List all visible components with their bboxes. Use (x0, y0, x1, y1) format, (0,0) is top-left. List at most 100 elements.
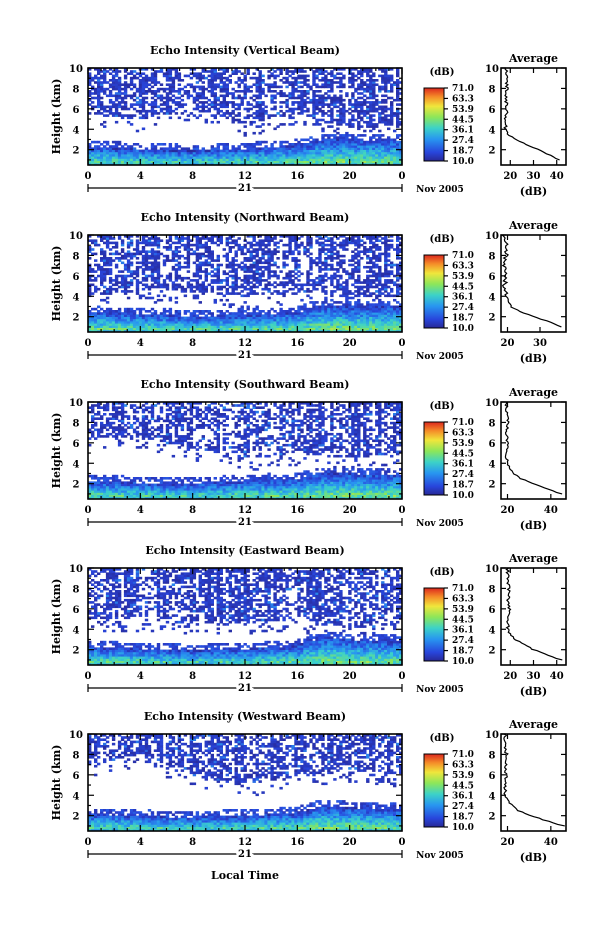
y-axis-label: Height (km) (50, 79, 63, 155)
x-axis-label: Local Time (211, 869, 279, 882)
avg-y-tick-label: 8 (489, 418, 496, 429)
panel-title: Echo Intensity (Southward Beam) (141, 378, 350, 391)
colorbar-title: (dB) (430, 234, 455, 245)
average-profile-line (501, 234, 562, 328)
average-profile-line (503, 733, 565, 827)
colorbar-tick-label: 63.3 (452, 261, 474, 271)
avg-y-tick-label: 4 (489, 292, 496, 303)
x-tick-label: 12 (238, 505, 252, 516)
echo-panel-1: Echo Intensity (Vertical Beam) 2 4 6 8 10 0 4 8 1… (50, 44, 567, 198)
avg-y-tick-label: 10 (485, 564, 499, 575)
average-frame (500, 67, 567, 166)
x-tick-label: 20 (343, 338, 357, 349)
average-profile-line (505, 567, 563, 661)
colorbar-tick-label: 27.4 (452, 470, 474, 480)
colorbar (423, 753, 445, 828)
average-frame (500, 567, 567, 666)
average-frame (500, 234, 567, 333)
avg-y-tick-label: 2 (489, 812, 496, 823)
avg-y-tick-label: 10 (485, 730, 499, 741)
y-tick-label: 2 (73, 812, 80, 823)
y-tick-label: 6 (73, 605, 80, 616)
y-axis-label: Height (km) (50, 246, 63, 322)
avg-x-tick-label: 30 (533, 338, 547, 349)
x-tick-label: 4 (137, 671, 144, 682)
average-frame (500, 401, 567, 500)
x-tick-label: 16 (290, 837, 304, 848)
average-x-label: (dB) (520, 519, 547, 532)
x-tick-label: 8 (189, 671, 196, 682)
x-tick-label: 4 (137, 171, 144, 182)
y-tick-label: 6 (73, 439, 80, 450)
colorbar-title: (dB) (430, 401, 455, 412)
colorbar-tick-label: 36.1 (452, 460, 474, 470)
y-tick-label: 8 (73, 84, 80, 95)
colorbar-tick-label: 18.7 (452, 813, 474, 823)
avg-x-tick-label: 30 (527, 671, 541, 682)
avg-y-tick-label: 2 (489, 146, 496, 157)
colorbar-tick-label: 71.0 (452, 251, 474, 261)
y-tick-label: 8 (73, 750, 80, 761)
x-tick-label: 0 (85, 671, 92, 682)
colorbar-tick-label: 10.0 (452, 324, 474, 334)
avg-y-tick-label: 2 (489, 313, 496, 324)
avg-y-tick-label: 10 (485, 64, 499, 75)
colorbar-tick-label: 27.4 (452, 636, 474, 646)
echo-heatmap (88, 68, 403, 166)
x-tick-label: 0 (85, 837, 92, 848)
day-label: 21 (238, 350, 252, 361)
colorbar-tick-label: 71.0 (452, 418, 474, 428)
y-tick-label: 4 (73, 791, 80, 802)
avg-y-tick-label: 4 (489, 625, 496, 636)
colorbar-tick-label: 53.9 (452, 771, 474, 781)
avg-y-tick-label: 8 (489, 251, 496, 262)
echo-panel-2: Echo Intensity (Northward Beam) 2 4 6 8 10 0 4 8… (50, 211, 567, 365)
y-tick-label: 10 (69, 231, 83, 242)
y-tick-label: 8 (73, 418, 80, 429)
echo-panel-3: Echo Intensity (Southward Beam) 2 4 6 8 10 0 4 8… (50, 378, 567, 532)
avg-y-tick-label: 2 (489, 480, 496, 491)
x-tick-label: 0 (399, 171, 406, 182)
colorbar-tick-label: 44.5 (452, 282, 474, 292)
avg-y-tick-label: 6 (489, 771, 496, 782)
colorbar-tick-label: 36.1 (452, 626, 474, 636)
average-title: Average (508, 219, 558, 232)
colorbar (423, 254, 445, 329)
avg-x-tick-label: 40 (550, 671, 564, 682)
colorbar (423, 87, 445, 162)
colorbar-tick-label: 10.0 (452, 823, 474, 833)
average-profile-line (503, 67, 560, 161)
y-axis-label: Height (km) (50, 745, 63, 821)
average-title: Average (508, 718, 558, 731)
echo-heatmap (88, 734, 403, 832)
avg-y-tick-label: 6 (489, 605, 496, 616)
avg-y-tick-label: 6 (489, 439, 496, 450)
x-tick-label: 12 (238, 837, 252, 848)
colorbar-tick-label: 53.9 (452, 605, 474, 615)
echo-heatmap (88, 235, 403, 333)
y-tick-label: 10 (69, 564, 83, 575)
y-tick-label: 2 (73, 313, 80, 324)
colorbar-tick-label: 44.5 (452, 115, 474, 125)
colorbar (423, 421, 445, 496)
y-tick-label: 8 (73, 584, 80, 595)
x-tick-label: 8 (189, 837, 196, 848)
avg-x-tick-label: 30 (527, 171, 541, 182)
colorbar-tick-label: 36.1 (452, 792, 474, 802)
avg-y-tick-label: 6 (489, 272, 496, 283)
y-tick-label: 6 (73, 105, 80, 116)
x-tick-label: 16 (290, 671, 304, 682)
colorbar-tick-label: 53.9 (452, 272, 474, 282)
average-x-label: (dB) (520, 851, 547, 864)
y-tick-label: 10 (69, 398, 83, 409)
panel-title: Echo Intensity (Westward Beam) (144, 710, 346, 723)
avg-y-tick-label: 10 (485, 231, 499, 242)
average-x-label: (dB) (520, 185, 547, 198)
x-tick-label: 4 (137, 837, 144, 848)
colorbar-tick-label: 53.9 (452, 105, 474, 115)
y-tick-label: 4 (73, 459, 80, 470)
avg-x-tick-label: 40 (550, 171, 564, 182)
x-tick-label: 0 (399, 505, 406, 516)
avg-y-tick-label: 8 (489, 84, 496, 95)
y-axis-label: Height (km) (50, 579, 63, 655)
